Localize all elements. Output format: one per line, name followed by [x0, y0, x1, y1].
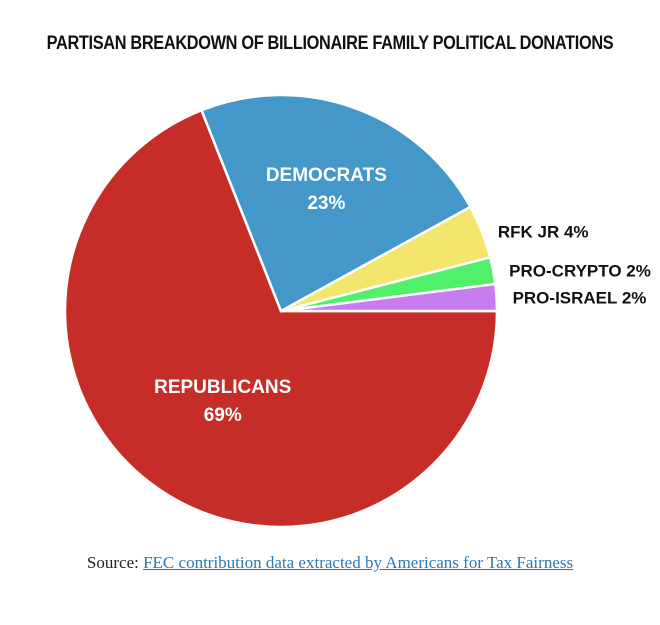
slice-value-republicans: 69%: [204, 405, 242, 426]
source-link[interactable]: FEC contribution data extracted by Ameri…: [143, 553, 574, 572]
pie-slices: [63, 93, 499, 529]
slice-label-republicans: REPUBLICANS: [154, 377, 291, 398]
source-prefix: Source:: [86, 553, 144, 572]
slice-label-democrats: DEMOCRATS: [266, 165, 387, 186]
source-note: Source: FEC contribution data extracted …: [0, 553, 660, 573]
slice-value-democrats: 23%: [307, 193, 345, 214]
slice-label-pro-crypto: PRO-CRYPTO 2%: [509, 262, 651, 281]
pie-slice-republicans: [63, 108, 499, 529]
slice-label-pro-israel: PRO-ISRAEL 2%: [513, 288, 647, 307]
pie-slice-democrats: [199, 93, 472, 313]
slice-label-rfk-jr: RFK JR 4%: [498, 222, 589, 241]
chart-title: PARTISAN BREAKDOWN OF BILLIONAIRE FAMILY…: [46, 33, 614, 54]
pie-labels: REPUBLICANS 69% PRO-ISRAEL 2% PRO-CRYPTO 2%…: [154, 165, 651, 426]
